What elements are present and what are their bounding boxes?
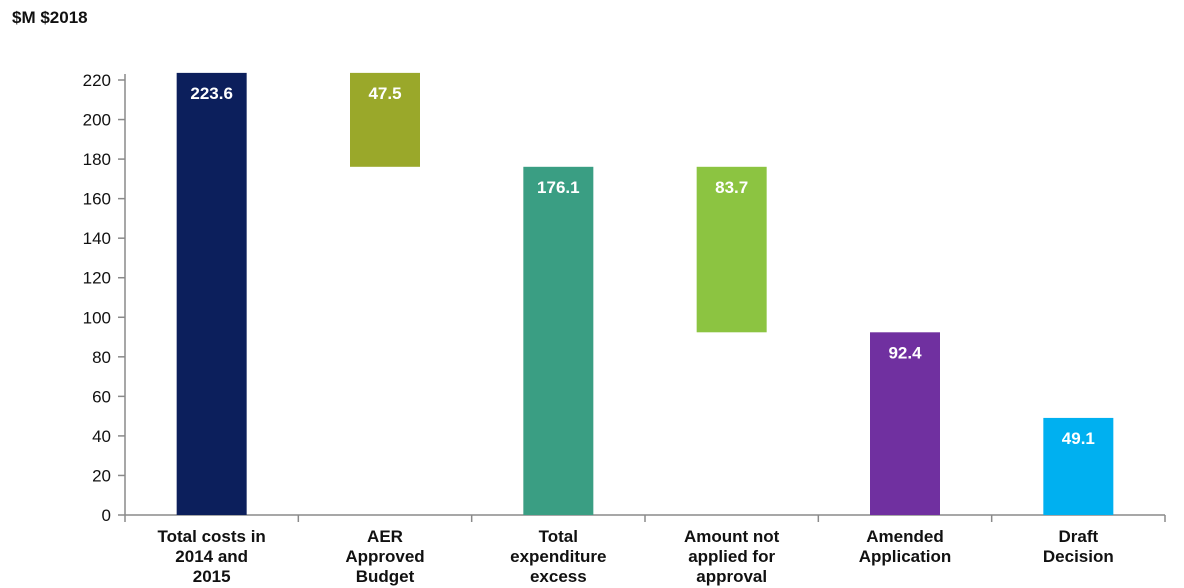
x-tick-label: AER	[367, 527, 403, 546]
x-tick-label: Amount not	[684, 527, 780, 546]
data-label: 47.5	[368, 84, 401, 103]
x-tick-label: applied for	[688, 547, 775, 566]
y-tick-label: 100	[83, 308, 111, 327]
axes: 0 20 40 60 80 100 120 140 160 180 200 220	[83, 71, 1166, 525]
x-tick-label: 2014 and	[175, 547, 248, 566]
bar	[1043, 417, 1114, 515]
data-label: 83.7	[715, 178, 748, 197]
x-tick-label: Total costs in	[158, 527, 266, 546]
data-label: 223.6	[190, 84, 233, 103]
y-tick-label: 0	[102, 506, 111, 525]
y-tick-label: 140	[83, 229, 111, 248]
y-tick-label: 120	[83, 269, 111, 288]
x-tick-label: Draft	[1058, 527, 1098, 546]
x-tick-label: Amended	[866, 527, 943, 546]
data-label: 92.4	[888, 343, 922, 362]
bar	[350, 72, 420, 167]
bars	[176, 72, 1114, 515]
x-tick-label: Decision	[1043, 547, 1114, 566]
x-tick-label: approval	[696, 567, 767, 586]
value-labels: 223.6 47.5 176.1 83.7 92.4 49.1	[190, 84, 1094, 448]
y-tick-label: 180	[83, 150, 111, 169]
x-tick-label: expenditure	[510, 547, 606, 566]
data-label: 176.1	[537, 178, 580, 197]
bar	[870, 332, 940, 515]
x-tick-label: excess	[530, 567, 587, 586]
y-tick-label: 220	[83, 71, 111, 90]
y-tick-label: 160	[83, 190, 111, 209]
data-label: 49.1	[1062, 429, 1095, 448]
unit-label: $M $2018	[12, 8, 88, 27]
bar	[176, 72, 247, 515]
x-tick-label: 2015	[193, 567, 231, 586]
x-tick-label: Approved	[345, 547, 424, 566]
x-tick-label: Application	[859, 547, 952, 566]
bar	[523, 166, 594, 515]
y-tick-label: 20	[92, 466, 111, 485]
x-tick-label: Total	[539, 527, 578, 546]
x-tick-label: Budget	[356, 567, 415, 586]
y-tick-label: 40	[92, 427, 111, 446]
bar	[696, 166, 767, 333]
y-tick-label: 60	[92, 387, 111, 406]
y-tick-label: 200	[83, 111, 111, 130]
y-tick-label: 80	[92, 348, 111, 367]
